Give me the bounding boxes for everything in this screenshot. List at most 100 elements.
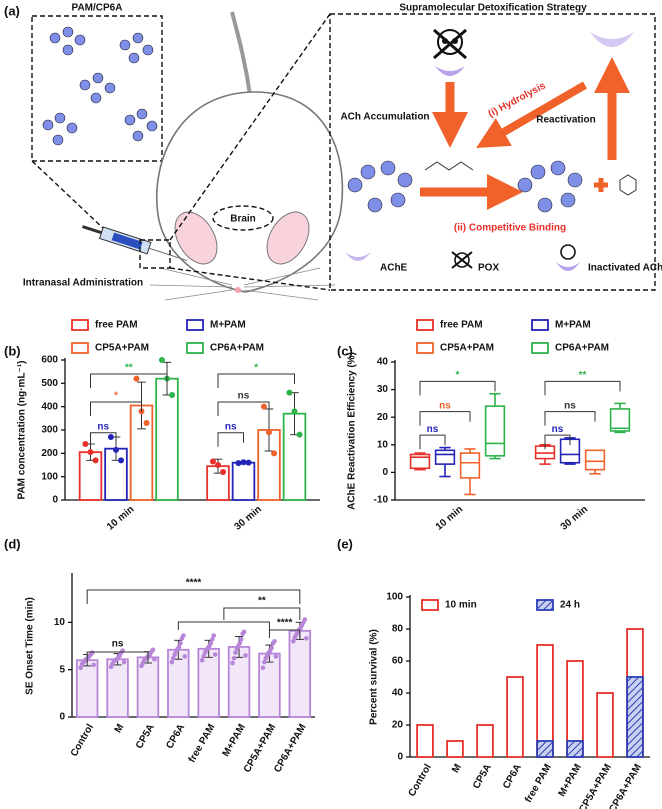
legend-label: Inactivated AChE	[588, 263, 662, 274]
panel-a: (a) PAM/CP6A Brain Intrana	[4, 3, 662, 301]
legend-swatch	[416, 342, 434, 354]
mouse-tail	[230, 11, 252, 96]
zoom-line	[31, 160, 106, 231]
y-tick-label: 20	[392, 720, 404, 731]
y-tick-label: 20	[377, 412, 389, 423]
x-tick-label: M+PAM	[221, 722, 248, 758]
data-point	[143, 420, 150, 426]
data-point	[286, 389, 293, 396]
panel-label: (d)	[4, 536, 21, 551]
bar	[231, 461, 256, 501]
x-tick-label: CP5A	[471, 762, 494, 791]
significance-label: ****	[186, 578, 202, 589]
y-tick-label: 5	[59, 664, 65, 675]
significance-bracket	[177, 621, 270, 630]
bar	[155, 377, 179, 501]
syringe	[81, 225, 188, 262]
x-tick-label: CP5A	[134, 722, 157, 751]
data-point	[243, 653, 248, 658]
legend-swatch	[186, 342, 204, 354]
significance-label: ns	[552, 424, 564, 435]
enzyme-icon	[590, 32, 634, 47]
step-label: (ii) Competitive Binding	[454, 223, 566, 234]
data-point	[215, 462, 221, 468]
y-tick-label: 0	[52, 495, 58, 506]
significance-bracket	[223, 607, 301, 620]
x-tick-label: CP6A	[501, 762, 524, 791]
data-point	[273, 654, 279, 659]
box	[434, 449, 456, 465]
legend-swatch	[421, 599, 439, 611]
legend-icon	[556, 244, 580, 271]
x-tick-label: Control	[69, 722, 96, 758]
legend-label: CP6A+PAM	[210, 343, 264, 354]
y-tick-label: -10	[374, 495, 389, 506]
panel-label: (e)	[337, 536, 353, 551]
data-point	[78, 665, 83, 671]
box	[609, 408, 631, 432]
significance-label: ns	[97, 421, 109, 432]
y-tick-label: 80	[392, 624, 404, 635]
legend-swatch	[531, 342, 549, 354]
y-tick-label: 400	[41, 401, 58, 412]
significance-label: *	[114, 391, 118, 402]
data-point	[260, 665, 266, 671]
data-point	[182, 654, 188, 659]
bar	[167, 648, 190, 718]
y-tick-label: 0	[382, 467, 388, 478]
arrow	[476, 81, 588, 149]
legend-label: CP5A+PAM	[440, 343, 494, 354]
bar	[566, 740, 584, 758]
legend-label: CP6A+PAM	[555, 343, 609, 354]
significance-label: ns	[564, 400, 576, 411]
data-point	[230, 660, 235, 666]
x-tick-label: M+PAM	[557, 762, 584, 798]
data-point	[241, 629, 247, 635]
zoom-box	[139, 239, 171, 269]
bar	[288, 629, 312, 718]
data-point	[211, 633, 217, 638]
y-tick-label: 500	[41, 378, 58, 389]
legend-label: M+PAM	[555, 320, 591, 331]
y-tick-label: 10	[377, 439, 389, 450]
data-point	[245, 459, 252, 466]
y-tick-label: 200	[41, 448, 58, 459]
significance-label: ns	[238, 391, 250, 402]
y-tick-label: 100	[41, 471, 58, 482]
data-point	[199, 657, 205, 663]
data-point	[152, 656, 157, 662]
x-tick-label: 30 min	[559, 504, 590, 533]
data-point	[169, 392, 176, 398]
box	[459, 452, 481, 479]
bar	[416, 724, 434, 758]
data-point	[113, 446, 119, 453]
x-tick-label: CP6A	[164, 722, 187, 751]
legend-label: 10 min	[445, 600, 477, 611]
data-point	[238, 637, 244, 642]
data-point	[158, 357, 165, 363]
mouse-body	[156, 91, 344, 293]
significance-bracket	[544, 434, 571, 450]
data-point	[150, 647, 156, 653]
molecule-cluster	[42, 26, 158, 146]
x-tick-label: 10 min	[105, 504, 136, 533]
strategy-box	[329, 13, 656, 291]
y-tick-label: 300	[41, 425, 58, 436]
step-label: ACh Accumulation	[340, 112, 429, 123]
data-point	[240, 459, 247, 466]
data-point	[133, 375, 140, 382]
x-tick-label: CP6A+PAM	[272, 722, 309, 774]
step-label: Reactivation	[536, 115, 595, 126]
data-point	[291, 408, 298, 415]
data-point	[212, 652, 218, 657]
data-point	[233, 650, 238, 655]
significance-label: **	[579, 370, 587, 381]
significance-bracket	[86, 589, 301, 604]
data-point	[291, 638, 296, 644]
significance-bracket	[90, 401, 142, 416]
panel-label: (a)	[4, 3, 20, 18]
bar	[476, 724, 494, 758]
y-tick-label: 30	[377, 384, 389, 395]
significance-bracket	[217, 401, 270, 416]
